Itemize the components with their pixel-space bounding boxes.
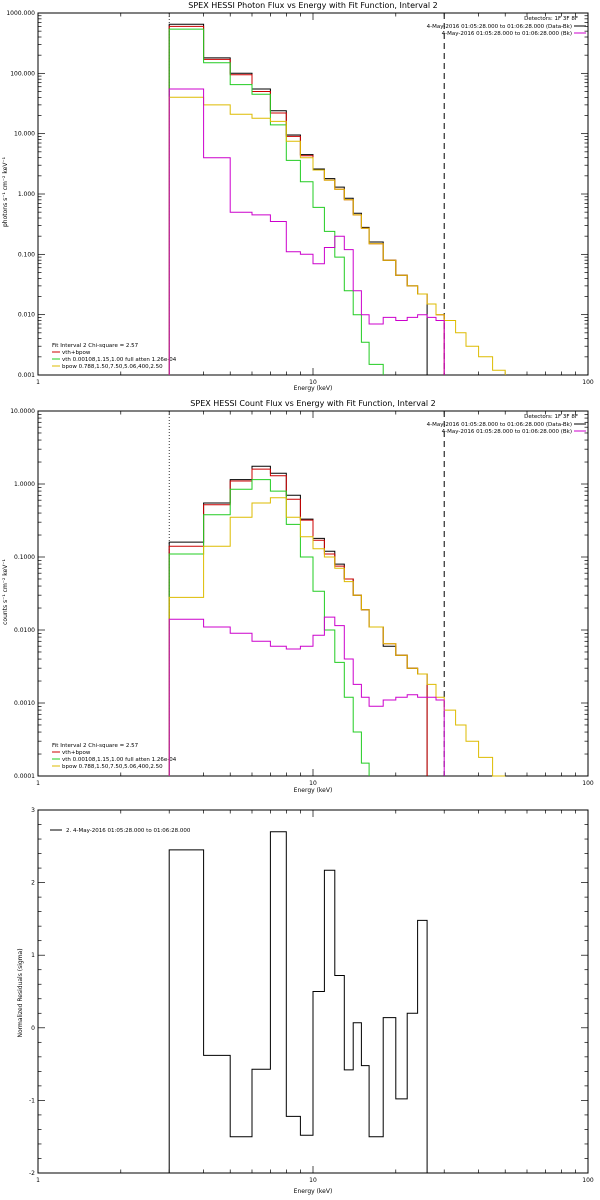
count-series-bk [168,616,445,776]
residuals-panel: 2. 4-May-2016 01:05:28.000 to 01:06:28.0… [17,828,332,1195]
photon-fit-model-text: vth+bpow [62,350,91,356]
residuals-y-tick-label: -2 [29,1170,35,1177]
residuals-x-tick-label: 10 [309,1177,317,1184]
photon-series-bk [168,88,445,375]
photon-fit-bpow-text: bpow 0.788,1.50,7.50,5.06,400,2.50 [62,364,163,370]
count-axes-frame [37,410,589,777]
photon-plot-area: 1 10 100 0.001 0.010 0.100 1.000 10.000 100.000 1… [6,10,594,386]
residuals-series-2-4-may-2016-01-05-28-000-to-01-06-28-000 [168,831,428,1173]
residuals-y-tick-label: 3 [31,807,35,814]
count-fit-interval-text: Fit Interval 2 Chi-square = 2.57 [52,743,139,749]
residuals-y-tick-label: -1 [29,1097,35,1104]
count-fit-vth-text: vth 0.00108,1.15,1.00 full atten 1.26e-0… [62,757,177,763]
photon-x-tick-label: 100 [582,379,594,386]
photon-y-tick-label: 1.000 [18,191,35,198]
photon-y-tick-label: 1000.000 [6,10,35,17]
count-chart-title: SPEX HESSI Count Flux vs Energy with Fit… [190,399,435,408]
photon-x-tick-label: 10 [309,379,317,386]
photon-series-bpow [168,96,506,375]
photon-legend-detectors: Detectors: 1F 3F 8F [524,16,578,22]
photon-fit-interval-text: Fit Interval 2 Chi-square = 2.57 [52,343,139,349]
residuals-x-axis-label: Energy (keV) [294,1188,333,1195]
count-x-tick-label: 1 [36,780,40,787]
count-plot-area: 1 10 100 0.0001 0.0010 0.0100 0.1000 1.0000 10.0… [10,408,594,787]
residuals-y-tick-label: 2 [31,880,35,887]
photon-fit-vth-text: vth 0.00108,1.15,1.00 full atten 1.26e-0… [62,357,177,363]
photon-y-axis-label: photons s⁻¹ cm⁻² keV⁻¹ [2,156,9,227]
photon-y-tick-label: 100.000 [10,70,35,77]
photon-series-vth-bpow [168,25,445,375]
photon-legend-bk: 4-May-2016 01:05:28.000 to 01:06:28.000 … [442,31,572,37]
count-y-tick-label: 0.0100 [14,627,35,634]
count-y-tick-label: 0.1000 [14,554,35,561]
residuals-x-tick-label: 1 [36,1177,40,1184]
count-legend-bk: 4-May-2016 01:05:28.000 to 01:06:28.000 … [442,429,572,435]
residuals-x-tick-label: 100 [582,1177,594,1184]
count-fit-bpow-text: bpow 0.788,1.50,7.50,5.06,400,2.50 [62,764,163,770]
photon-chart-title: SPEX HESSI Photon Flux vs Energy with Fi… [188,1,438,10]
photon-x-axis-label: Energy (keV) [294,385,333,392]
residuals-plot-area: 1 10 100 -2 -1 0 1 2 3 [29,807,594,1184]
count-x-tick-label: 100 [582,780,594,787]
residuals-y-tick-label: 1 [31,952,35,959]
count-y-axis-label: counts s⁻¹ cm⁻² keV⁻¹ [2,559,9,625]
count-y-tick-label: 0.0001 [14,773,35,780]
photon-flux-panel: SPEX HESSI Photon Flux vs Energy with Fi… [2,1,586,392]
count-x-axis-label: Energy (keV) [294,787,333,794]
photon-y-tick-label: 10.000 [14,131,35,138]
photon-legend-databk: 4-May-2016 01:05:28.000 to 01:06:28.000 … [427,24,572,30]
photon-x-tick-label: 1 [36,379,40,386]
count-series-bpow [168,497,506,777]
count-series-vth [168,479,370,776]
count-y-tick-label: 0.0010 [14,700,35,707]
photon-series-data-bk [168,23,428,375]
residuals-y-tick-label: 0 [31,1025,35,1032]
photon-y-tick-label: 0.010 [18,312,35,319]
photon-y-tick-label: 0.001 [18,372,35,379]
count-y-tick-label: 10.0000 [10,408,35,415]
count-x-tick-label: 10 [309,780,317,787]
count-flux-panel: SPEX HESSI Count Flux vs Energy with Fit… [2,399,586,794]
photon-y-tick-label: 0.100 [18,251,35,258]
residuals-y-axis-label: Normalized Residuals (sigma) [17,948,24,1037]
count-series-data-bk [168,465,428,776]
photon-series-vth [168,28,384,375]
count-y-tick-label: 1.0000 [14,481,35,488]
residuals-legend-label: 2. 4-May-2016 01:05:28.000 to 01:06:28.0… [66,828,191,834]
count-fit-model-text: vth+bpow [62,750,91,756]
count-legend-detectors: Detectors: 1F 3F 8F [524,414,578,420]
count-legend-databk: 4-May-2016 01:05:28.000 to 01:06:28.000 … [427,422,572,428]
